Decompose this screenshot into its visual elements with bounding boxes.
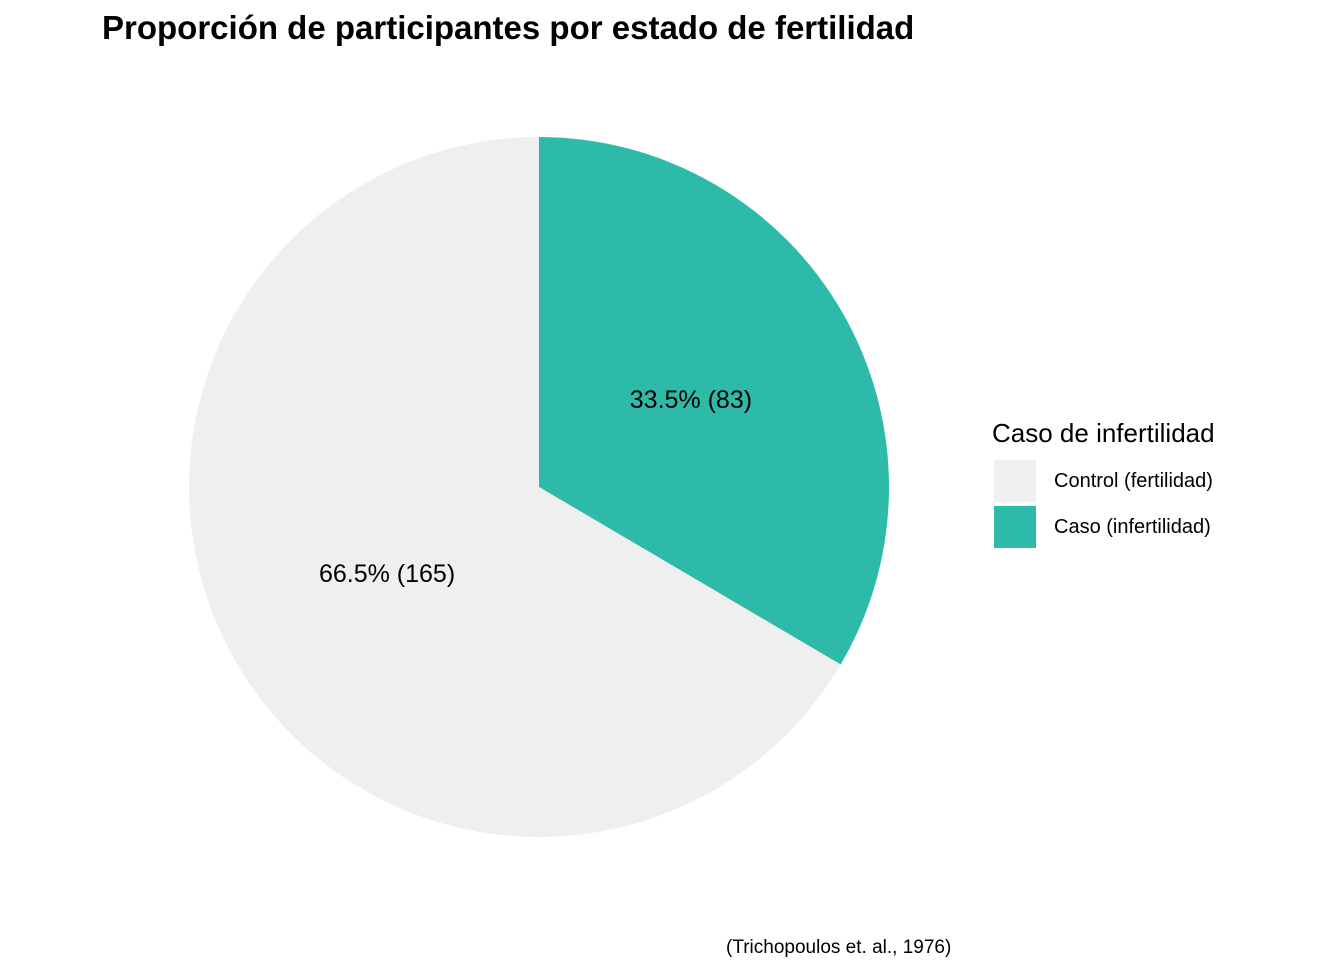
pie-slice-0: [539, 137, 889, 665]
chart-title: Proporción de participantes por estado d…: [102, 9, 915, 46]
slice-label-1: 66.5% (165): [319, 560, 455, 588]
legend-item-control: Control (fertilidad): [992, 458, 1215, 504]
legend-key-caso: [994, 506, 1036, 548]
pie-slice-1: [189, 137, 841, 837]
chart-caption: (Trichopoulos et. al., 1976): [726, 937, 952, 958]
legend: Caso de infertilidad Control (fertilidad…: [992, 418, 1215, 550]
legend-key-control: [994, 460, 1036, 502]
legend-label-caso: Caso (infertilidad): [1054, 515, 1211, 538]
pie-slices: [189, 137, 889, 837]
pie-slice-labels: 33.5% (83) 66.5% (165): [319, 386, 752, 588]
slice-label-0: 33.5% (83): [630, 386, 752, 414]
legend-item-caso: Caso (infertilidad): [992, 504, 1215, 550]
legend-title: Caso de infertilidad: [992, 418, 1215, 448]
legend-label-control: Control (fertilidad): [1054, 469, 1213, 492]
